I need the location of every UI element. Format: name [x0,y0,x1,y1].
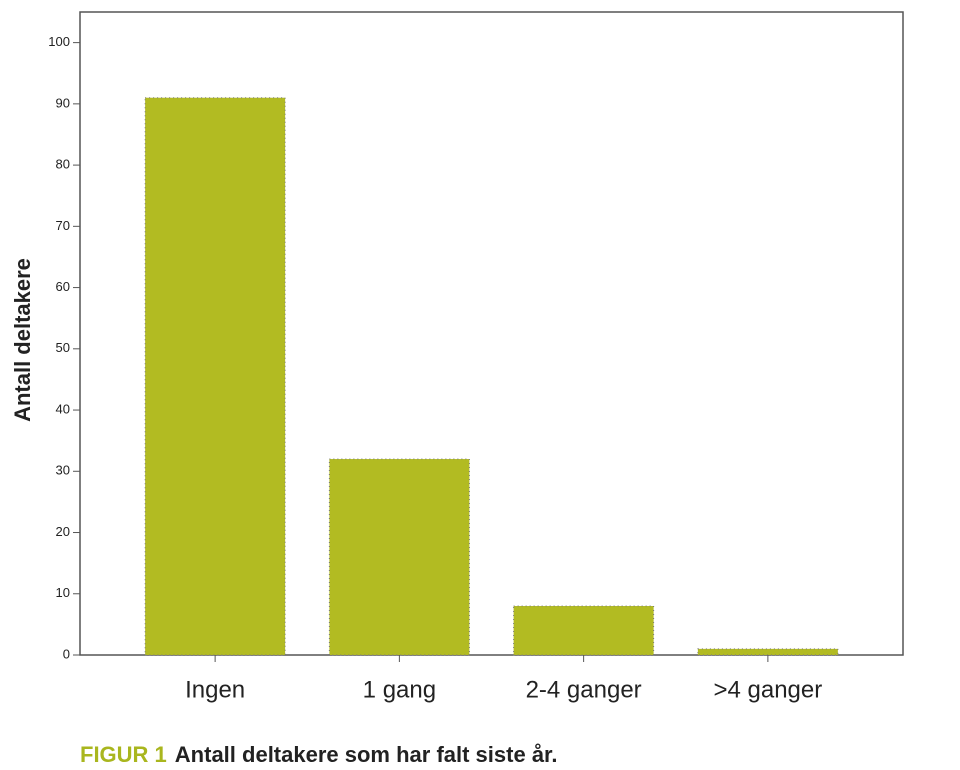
chart-title: Antall deltakere som har falt siste år. [175,742,558,767]
bar [144,97,286,656]
x-tick-label: Ingen [185,676,245,703]
y-tick-label: 90 [56,95,70,110]
y-tick-label: 100 [48,34,70,49]
y-axis-label: Antall deltakere [10,258,35,422]
caption: FIGUR 1 Antall deltakere som har falt sis… [80,742,558,767]
y-tick-label: 50 [56,340,70,355]
y-tick-label: 40 [56,401,70,416]
y-tick-label: 0 [63,646,70,661]
plot-frame [79,11,904,656]
bar [697,648,839,656]
y-tick-label: 30 [56,463,70,478]
x-tick-label: >4 ganger [713,676,822,703]
y-tick-label: 60 [56,279,70,294]
y-tick-label: 80 [56,157,70,172]
bar [328,458,470,656]
bar [513,605,655,656]
y-tick-label: 70 [56,218,70,233]
y-tick-label: 20 [56,524,70,539]
x-tick-label: 2-4 ganger [526,676,642,703]
caption-label: FIGUR 1 [80,742,167,767]
y-tick-label: 10 [56,585,70,600]
x-tick-label: 1 gang [363,676,436,703]
